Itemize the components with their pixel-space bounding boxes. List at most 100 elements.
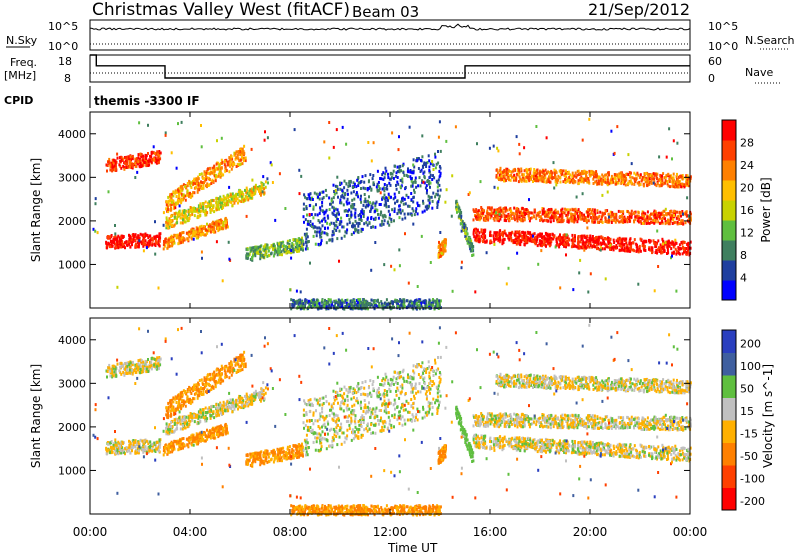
power-cell xyxy=(431,178,434,181)
power-cell xyxy=(441,245,444,249)
power-cell xyxy=(115,237,118,241)
power-cell xyxy=(628,219,631,223)
power-cell xyxy=(671,214,674,218)
power-cell xyxy=(523,169,526,173)
power-cell xyxy=(644,212,647,216)
power-cell xyxy=(574,207,577,211)
power-cell xyxy=(341,193,344,197)
power-cell xyxy=(645,183,648,187)
power-cell xyxy=(366,199,369,203)
power-cell xyxy=(439,188,442,192)
power-cell xyxy=(248,194,250,198)
power-cell xyxy=(604,220,607,223)
power-cell xyxy=(585,236,588,240)
power-cell xyxy=(259,253,262,257)
power-cell xyxy=(484,234,487,238)
power-cell xyxy=(517,241,520,245)
power-cell xyxy=(345,231,348,235)
power-cell xyxy=(416,158,419,162)
power-cell xyxy=(626,246,628,250)
power-cell xyxy=(574,235,576,239)
power-cell xyxy=(522,174,525,178)
power-cell xyxy=(581,214,584,218)
power-cell xyxy=(516,219,519,223)
power-cell xyxy=(579,245,582,249)
power-cell xyxy=(548,233,551,237)
power-cell xyxy=(512,178,515,182)
power-cell xyxy=(405,193,408,197)
power-cell xyxy=(515,207,518,211)
power-cell xyxy=(434,166,437,170)
power-cell xyxy=(629,179,632,183)
power-cell xyxy=(343,196,346,200)
power-cell xyxy=(582,240,585,244)
power-cell xyxy=(209,224,212,228)
power-cell xyxy=(233,153,236,157)
power-cell xyxy=(459,212,462,216)
power-cell xyxy=(196,182,199,186)
power-cell xyxy=(372,174,375,177)
power-cell xyxy=(410,179,413,183)
power-cell xyxy=(333,227,336,231)
power-cell xyxy=(458,206,461,210)
power-cell xyxy=(339,198,342,202)
power-cell xyxy=(118,163,121,167)
power-cell xyxy=(419,298,422,302)
power-cell xyxy=(217,222,220,226)
power-cell xyxy=(302,242,305,246)
power-cell xyxy=(170,214,173,218)
power-cell xyxy=(432,298,434,301)
power-cell xyxy=(331,200,334,204)
power-cell xyxy=(179,238,182,241)
power-cell xyxy=(511,211,514,215)
power-cell xyxy=(424,186,427,190)
power-cell xyxy=(337,195,339,199)
power-cell xyxy=(412,163,415,167)
power-cell xyxy=(301,244,304,248)
power-cell xyxy=(244,194,247,198)
power-cell xyxy=(315,234,318,238)
power-cell xyxy=(396,212,399,216)
power-cell xyxy=(316,303,319,307)
power-cell xyxy=(681,240,684,244)
power-cell xyxy=(484,240,487,244)
power-cell xyxy=(210,199,212,203)
power-cell xyxy=(231,195,234,199)
power-cell xyxy=(618,248,621,252)
power-cell xyxy=(110,168,113,172)
power-cell xyxy=(428,169,431,172)
power-cell xyxy=(374,202,377,206)
power-cell xyxy=(402,171,405,175)
power-cell xyxy=(317,195,319,199)
power-cell xyxy=(662,209,665,213)
power-cell xyxy=(395,171,398,175)
power-cell xyxy=(515,178,518,182)
power-cell xyxy=(142,156,145,160)
power-cell xyxy=(401,177,404,181)
power-cell xyxy=(587,177,590,180)
power-cell xyxy=(183,209,186,212)
freq-tick-top: 18 xyxy=(58,55,72,68)
power-cell xyxy=(598,235,601,239)
power-cell xyxy=(595,174,598,178)
power-cell xyxy=(194,209,197,213)
power-cell xyxy=(526,176,529,180)
power-cell xyxy=(233,151,236,155)
power-cell xyxy=(636,246,639,249)
power-cell xyxy=(577,246,580,250)
power-cell xyxy=(136,157,138,161)
power-cell xyxy=(401,199,404,202)
power-cell xyxy=(375,185,378,189)
power-cell xyxy=(300,238,303,242)
power-cell xyxy=(226,194,229,198)
power-cell xyxy=(128,233,130,237)
power-cell xyxy=(528,219,531,223)
power-cell xyxy=(321,190,324,194)
power-cell xyxy=(554,180,557,184)
power-cell xyxy=(558,238,561,242)
power-cell xyxy=(331,237,334,241)
power-cell xyxy=(239,158,242,162)
power-cell xyxy=(334,184,337,188)
power-cell xyxy=(128,237,131,241)
power-cell xyxy=(475,227,477,231)
